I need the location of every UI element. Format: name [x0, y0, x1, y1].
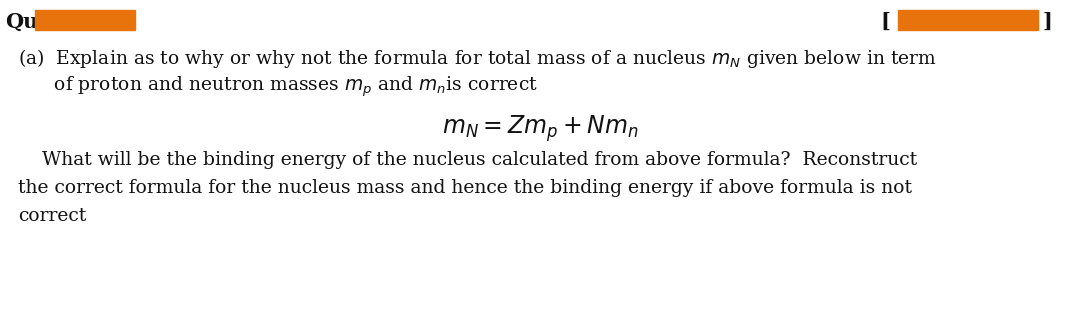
Text: What will be the binding energy of the nucleus calculated from above formula?  R: What will be the binding energy of the n…: [18, 151, 917, 169]
Text: [: [: [880, 12, 890, 32]
Text: (a)  Explain as to why or why not the formula for total mass of a nucleus $m_N$ : (a) Explain as to why or why not the for…: [18, 47, 937, 70]
Text: $m_N = Zm_p + Nm_n$: $m_N = Zm_p + Nm_n$: [442, 113, 638, 144]
Text: Que: Que: [5, 12, 52, 32]
Text: ]: ]: [1043, 12, 1053, 32]
Bar: [897, 10, 1038, 30]
Text: of proton and neutron masses $m_p$ and $m_n$is correct: of proton and neutron masses $m_p$ and $…: [18, 75, 538, 99]
Text: correct: correct: [18, 207, 86, 225]
Text: the correct formula for the nucleus mass and hence the binding energy if above f: the correct formula for the nucleus mass…: [18, 179, 912, 197]
Bar: [35, 10, 135, 30]
